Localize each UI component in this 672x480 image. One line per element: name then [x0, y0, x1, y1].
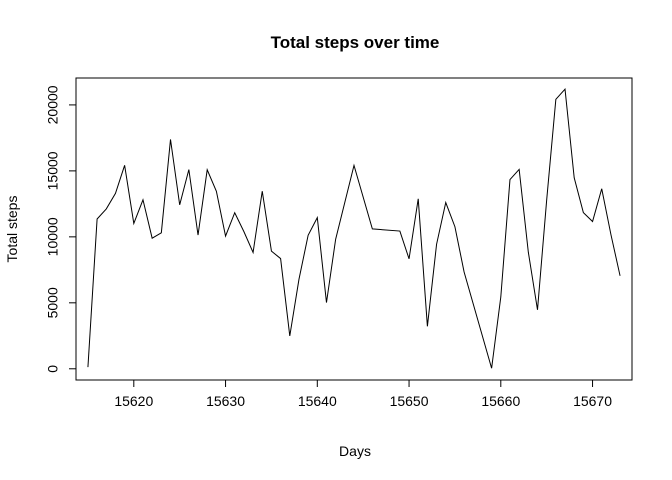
y-tick-label: 15000: [45, 151, 61, 190]
x-tick-label: 15660: [481, 393, 520, 409]
y-axis-label: Total steps: [4, 196, 20, 263]
x-tick-label: 15670: [573, 393, 612, 409]
x-tick-label: 15620: [114, 393, 153, 409]
y-tick-label: 20000: [45, 85, 61, 124]
chart-title: Total steps over time: [271, 33, 440, 52]
x-tick-label: 15640: [298, 393, 337, 409]
y-axis: 0 5000 10000 15000 20000: [45, 85, 77, 373]
y-tick-label: 0: [45, 365, 61, 373]
x-axis: 15620 15630 15640 15650 15660 15670: [114, 379, 612, 409]
x-tick-label: 15630: [206, 393, 245, 409]
y-tick-label: 5000: [45, 287, 61, 318]
plot-frame: [75, 77, 633, 381]
y-tick-label: 10000: [45, 217, 61, 256]
series-line: [87, 87, 621, 369]
x-axis-label: Days: [339, 443, 371, 459]
x-tick-label: 15650: [390, 393, 429, 409]
